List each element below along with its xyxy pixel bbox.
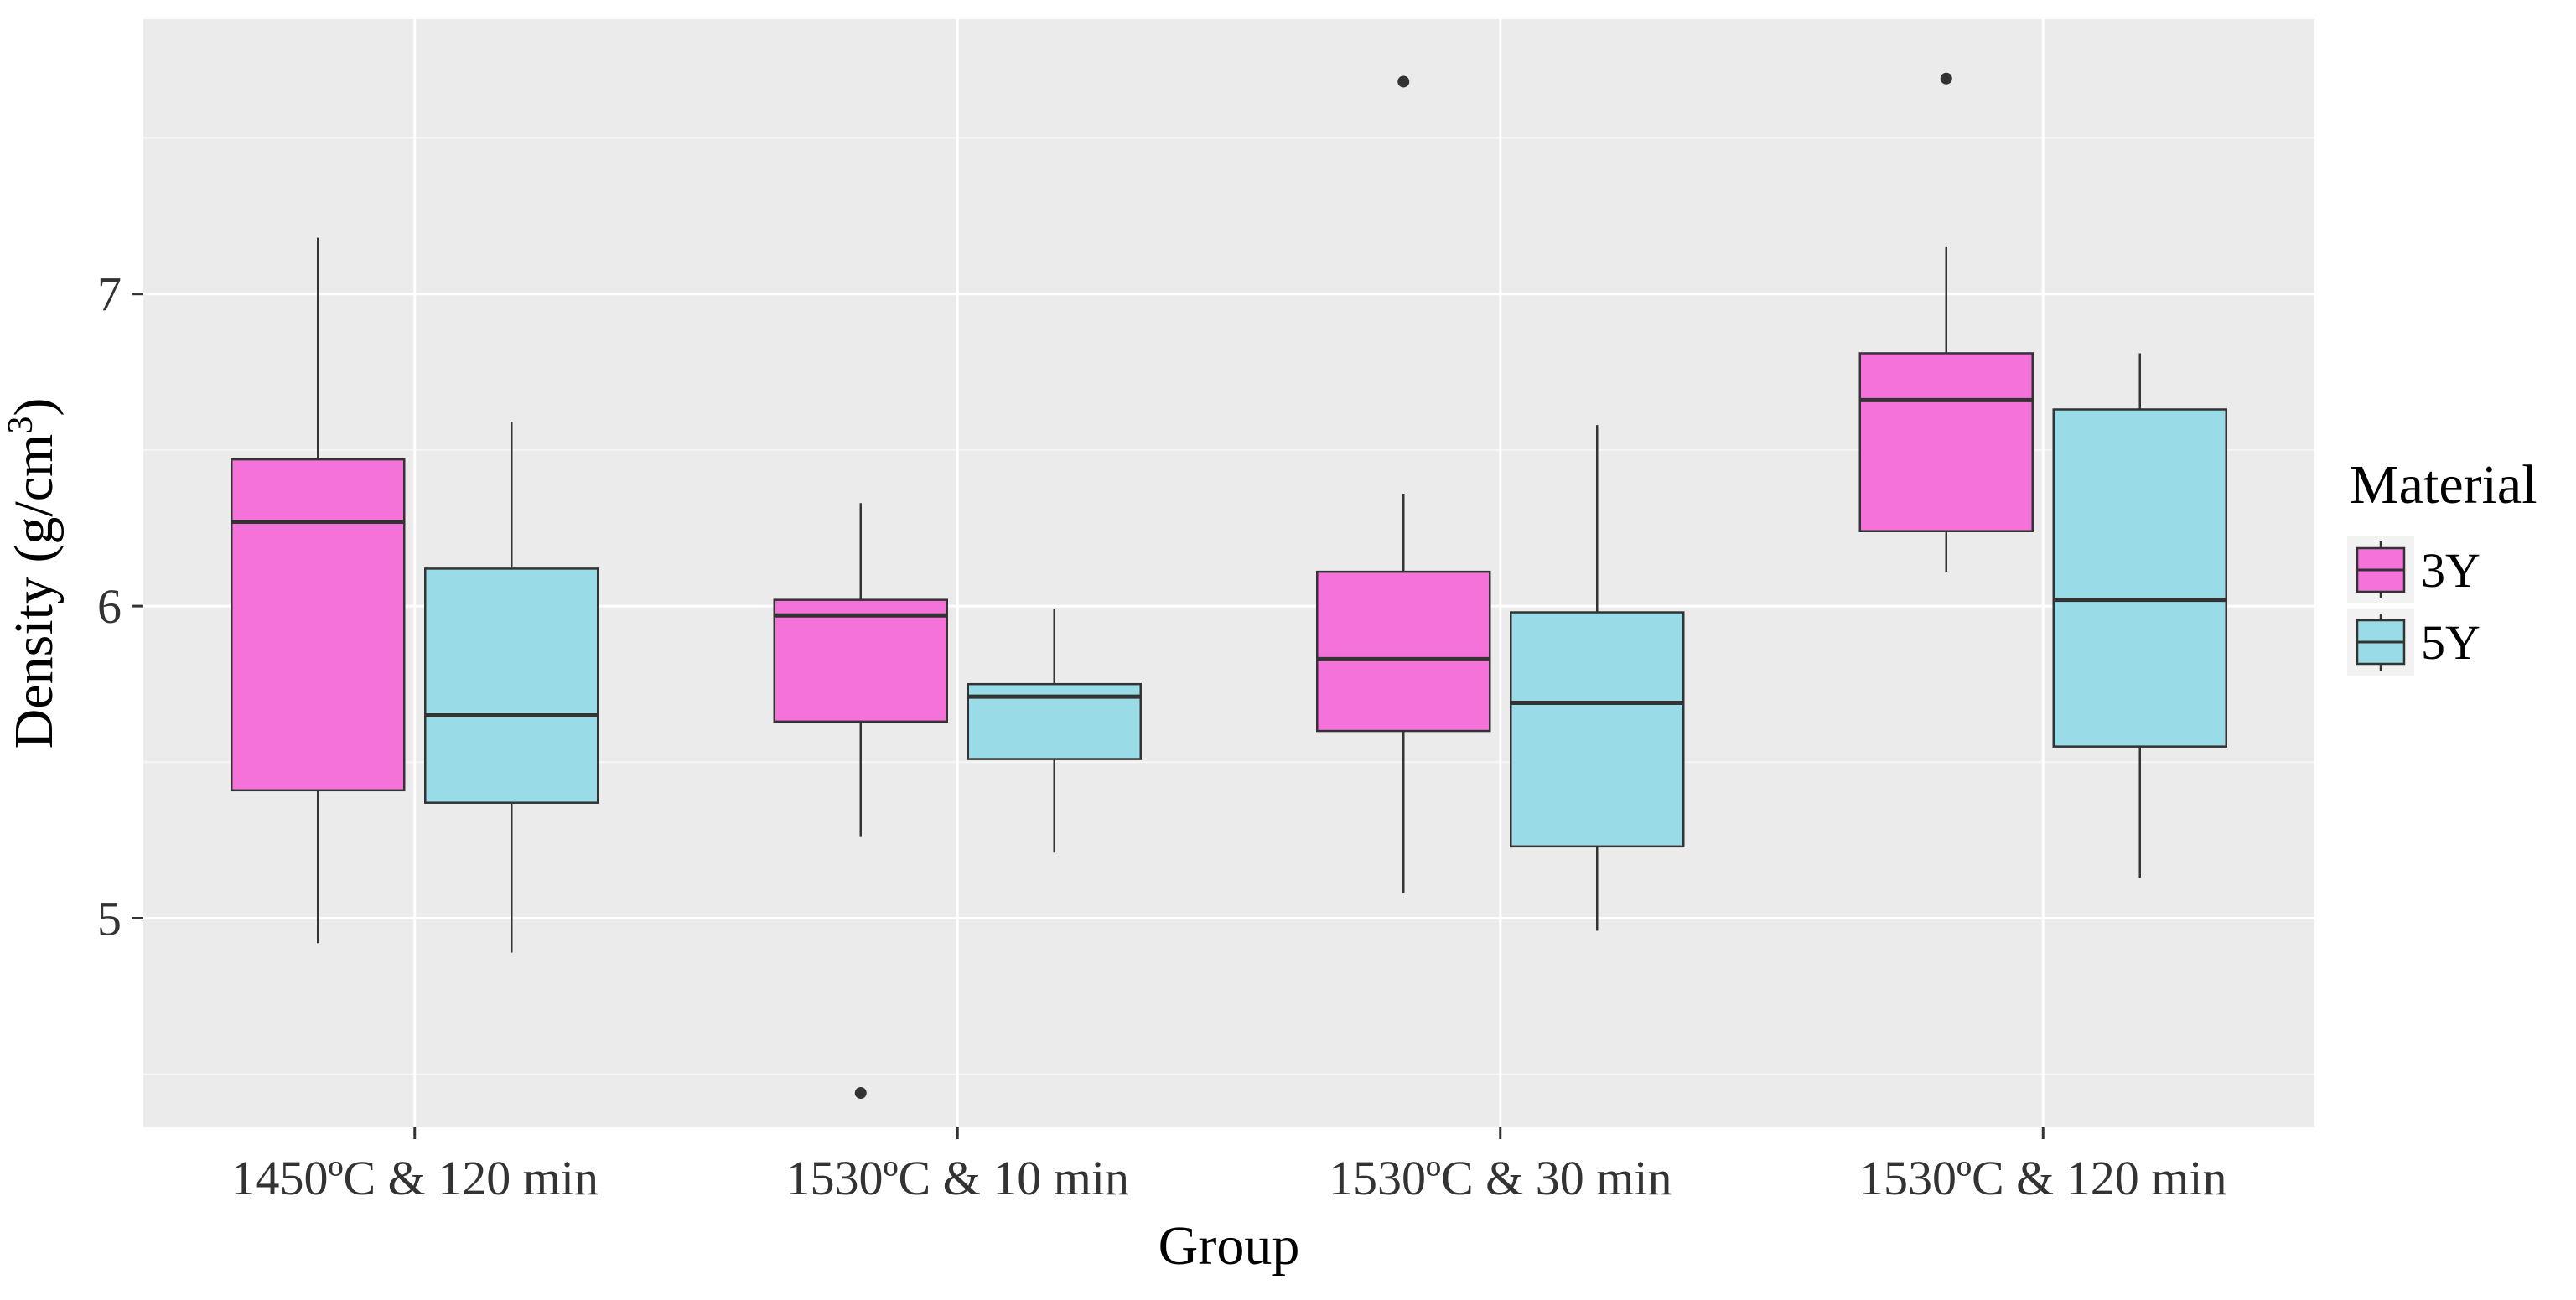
box-series bbox=[231, 72, 2227, 1100]
box-body bbox=[1510, 611, 1685, 848]
box-body bbox=[773, 598, 948, 723]
y-axis: 5 6 7 bbox=[97, 267, 143, 945]
box-3y-3 bbox=[1316, 75, 1491, 893]
box-body bbox=[1858, 352, 2034, 532]
grid-lines bbox=[143, 19, 2314, 1127]
box-3y-2 bbox=[773, 503, 948, 1100]
outlier-point bbox=[1397, 75, 1410, 88]
x-axis: 1450ºC & 120 min 1530ºC & 10 min 1530ºC & … bbox=[231, 1127, 2227, 1205]
legend-label: 3Y bbox=[2421, 543, 2480, 598]
box-body bbox=[424, 567, 599, 804]
y-axis-title-main: Density (g/cm bbox=[3, 434, 65, 749]
y-axis-title: Density (g/cm3) bbox=[2, 398, 65, 749]
box-5y-3 bbox=[1510, 425, 1685, 931]
box-5y-1 bbox=[424, 422, 599, 953]
box-3y-4 bbox=[1858, 72, 2034, 572]
box-body bbox=[1316, 570, 1491, 733]
x-tick-label: 1530ºC & 30 min bbox=[1329, 1151, 1672, 1205]
y-axis-title-superscript: 3 bbox=[2, 417, 40, 434]
y-axis-title-close: ) bbox=[3, 398, 65, 417]
x-tick-label: 1450ºC & 120 min bbox=[231, 1151, 599, 1205]
legend: Material 3Y 5Y bbox=[2347, 454, 2537, 676]
x-tick-label: 1530ºC & 10 min bbox=[785, 1151, 1129, 1205]
outlier-point bbox=[1940, 72, 1952, 85]
box-5y-4 bbox=[2052, 353, 2227, 878]
box-body bbox=[231, 458, 406, 792]
y-tick-label: 7 bbox=[97, 267, 122, 322]
legend-label: 5Y bbox=[2421, 615, 2480, 670]
box-5y-2 bbox=[967, 609, 1142, 853]
legend-title: Material bbox=[2350, 454, 2537, 515]
legend-item-5y: 5Y bbox=[2347, 609, 2480, 676]
box-3y-1 bbox=[231, 237, 406, 944]
outlier-point bbox=[854, 1087, 867, 1100]
x-axis-title: Group bbox=[1158, 1215, 1300, 1277]
box-body bbox=[2052, 408, 2227, 748]
y-tick-label: 6 bbox=[97, 579, 122, 634]
legend-item-3y: 3Y bbox=[2347, 536, 2480, 603]
x-tick-label: 1530ºC & 120 min bbox=[1859, 1151, 2227, 1205]
y-tick-label: 5 bbox=[97, 891, 122, 945]
